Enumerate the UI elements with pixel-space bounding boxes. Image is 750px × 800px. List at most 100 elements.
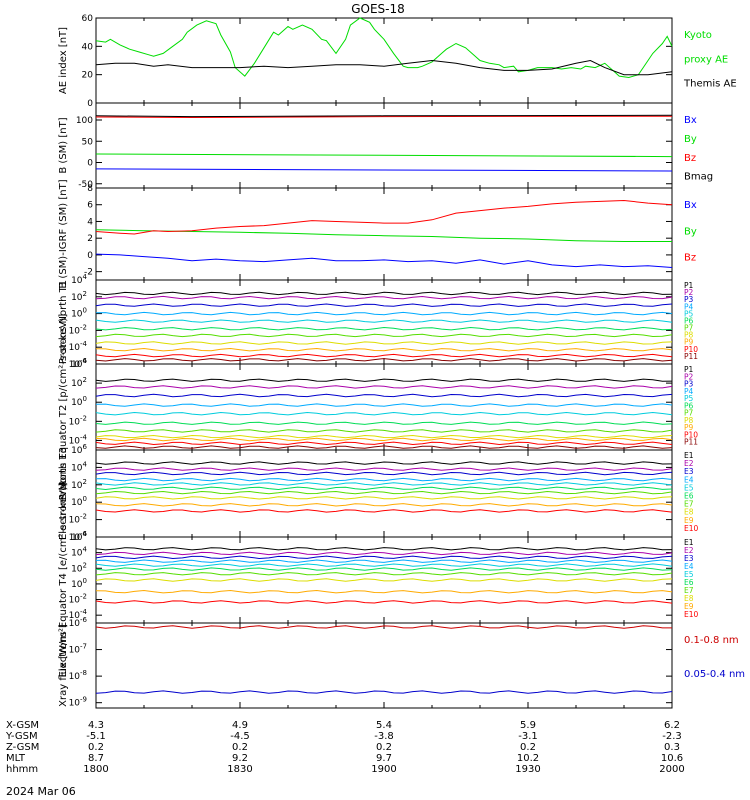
- y-tick-label: 0: [87, 159, 93, 169]
- legend-label: E9: [684, 602, 694, 611]
- series-line: [95, 567, 673, 571]
- orbit-value: 4.9: [232, 720, 248, 731]
- series-line: [95, 421, 673, 425]
- orbit-value: 1930: [515, 764, 540, 775]
- legend-label: P4: [684, 387, 694, 396]
- y-axis-label: B (SM)-IGRF (SM) [nT]: [58, 179, 69, 288]
- orbit-value: -5.1: [86, 731, 106, 742]
- legend-label: E4: [684, 562, 694, 571]
- orbit-value: 1800: [83, 764, 108, 775]
- series-line: [95, 385, 673, 389]
- series-line: [95, 326, 673, 331]
- panel-1: 0 20 40 60 AE index [nT] Kyoto proxy AE Themis …: [58, 14, 737, 109]
- orbit-row-label: Z-GSM: [6, 742, 39, 753]
- legend-label: Bx: [684, 200, 697, 211]
- series-line: [95, 578, 673, 582]
- legend-label: E5: [684, 483, 694, 492]
- y-tick-label: 104: [71, 357, 87, 370]
- y-tick-label: 2: [87, 234, 93, 244]
- orbit-value: 2000: [659, 764, 684, 775]
- legend-label: E1: [684, 451, 694, 460]
- series-line: [95, 59, 673, 76]
- legend-label: E4: [684, 475, 694, 484]
- series-line: [95, 291, 673, 296]
- legend-label: P8: [684, 331, 694, 340]
- orbit-value: 4.3: [88, 720, 104, 731]
- orbit-value: 0.2: [88, 742, 104, 753]
- orbit-row-label: Y-GSM: [5, 731, 38, 742]
- series-line: [95, 600, 673, 604]
- series-line: [95, 311, 673, 316]
- series-line: [95, 690, 673, 694]
- orbit-value: 5.4: [376, 720, 392, 731]
- series-line: [95, 153, 673, 158]
- y-tick-label: 10-4: [69, 530, 88, 543]
- series-line: [95, 486, 673, 491]
- y-tick-label: 10-7: [69, 643, 87, 656]
- y-axis-label: AE index [nT]: [58, 27, 69, 94]
- legend-label: P8: [684, 416, 694, 425]
- y-tick-label: 10-4: [69, 608, 88, 621]
- series-line: [95, 295, 673, 300]
- series-line: [95, 555, 673, 560]
- y-tick-label: 10-2: [69, 323, 87, 336]
- legend-label: P6: [684, 401, 694, 410]
- series-line: [95, 199, 673, 235]
- series-line: [95, 303, 673, 307]
- y-tick-label: 100: [71, 307, 87, 320]
- y-tick-label: 10-6: [69, 616, 88, 629]
- orbit-value: 0.3: [664, 742, 680, 753]
- legend-label: E7: [684, 500, 694, 509]
- orbit-value: 1830: [227, 764, 252, 775]
- y-tick-label: 6: [87, 201, 93, 211]
- y-axis-label: Protons Equator T2 [p/(cm²-s-sr-keV)]: [58, 314, 69, 501]
- series-line: [95, 551, 673, 556]
- y-tick-label: 10-2: [69, 513, 87, 526]
- series-line: [95, 434, 673, 439]
- legend-label: P2: [684, 372, 694, 381]
- series-line: [95, 471, 673, 476]
- series-line: [95, 496, 673, 500]
- y-axis-label: Xray flux [W/m²]: [58, 624, 69, 707]
- series-line: [95, 358, 673, 362]
- orbit-value: 10.2: [517, 753, 539, 764]
- orbit-value: 9.7: [376, 753, 392, 764]
- orbit-row-label: hhmm: [6, 764, 38, 775]
- series-line: [95, 559, 673, 563]
- date-label: 2024 Mar 06: [6, 785, 76, 798]
- series-line: [95, 378, 673, 382]
- y-tick-label: -50: [78, 180, 93, 190]
- legend-label: P7: [684, 324, 694, 333]
- series-line: [95, 572, 673, 576]
- legend-label: P6: [684, 316, 694, 325]
- legend-label: P9: [684, 423, 694, 432]
- y-tick-label: 20: [82, 71, 94, 81]
- series-line: [95, 441, 673, 446]
- y-tick-label: 10-6: [69, 357, 88, 370]
- y-tick-label: 104: [71, 460, 87, 473]
- legend-label: P9: [684, 338, 694, 347]
- orbit-row-label: MLT: [6, 753, 26, 764]
- legend-label: Bz: [684, 253, 696, 264]
- legend-label: E3: [684, 467, 694, 476]
- series-line: [95, 503, 673, 507]
- series-line: [95, 589, 673, 594]
- panel-frame: [95, 622, 673, 709]
- legend-label: P3: [684, 380, 694, 389]
- legend-label: E2: [684, 459, 694, 468]
- legend-label: P1: [684, 281, 694, 290]
- y-tick-label: 104: [71, 546, 87, 559]
- legend-label: E10: [684, 524, 699, 533]
- y-tick-label: 102: [71, 290, 87, 303]
- series-line: [95, 253, 673, 268]
- series-line: [95, 229, 672, 242]
- legend-label: E7: [684, 586, 694, 595]
- legend-label: P10: [684, 430, 698, 439]
- series-line: [95, 411, 673, 416]
- series-line: [95, 17, 673, 79]
- y-axis-label: Electrons Equator T4 [e/(cm²-s-sr-keV)]: [58, 482, 69, 677]
- panel-frame: [95, 17, 673, 104]
